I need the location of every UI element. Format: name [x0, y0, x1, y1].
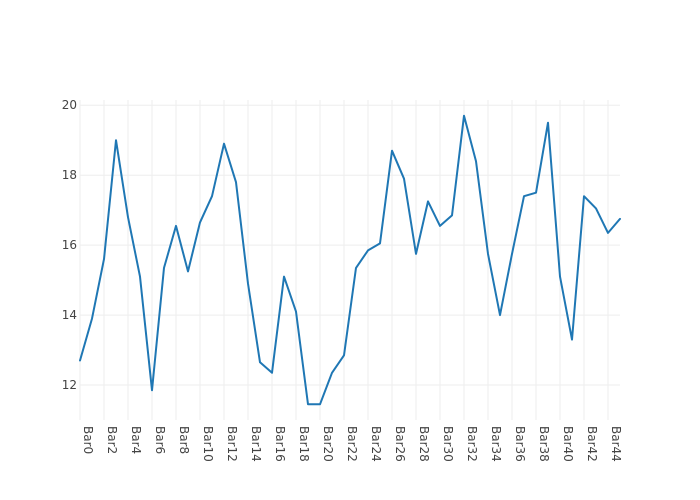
- x-tick-label: Bar30: [441, 426, 455, 462]
- x-tick-label: Bar44: [609, 426, 623, 462]
- x-tick-label: Bar40: [561, 426, 575, 462]
- x-tick-label: Bar32: [465, 426, 479, 462]
- y-tick-label: 20: [62, 98, 77, 112]
- x-tick-label: Bar36: [513, 426, 527, 462]
- x-tick-label: Bar18: [297, 426, 311, 462]
- x-tick-label: Bar20: [321, 426, 335, 462]
- x-tick-label: Bar42: [585, 426, 599, 462]
- y-tick-label: 12: [62, 378, 77, 392]
- y-grid: [80, 104, 620, 386]
- x-tick-label: Bar2: [105, 426, 119, 454]
- x-grid: [79, 100, 609, 420]
- x-tick-label: Bar34: [489, 426, 503, 462]
- y-tick-label: 14: [62, 308, 77, 322]
- x-tick-label: Bar14: [249, 426, 263, 462]
- x-tick-label: Bar16: [273, 426, 287, 462]
- x-tick-label: Bar28: [417, 426, 431, 462]
- y-tick-label: 18: [62, 168, 77, 182]
- y-tick-label: 16: [62, 238, 77, 252]
- x-tick-label: Bar10: [201, 426, 215, 462]
- x-tick-label: Bar6: [153, 426, 167, 454]
- series-layer: [79, 114, 621, 406]
- y-axis: 12 14 16 18 20: [62, 98, 77, 392]
- x-axis: Bar0 Bar2 Bar4 Bar6 Bar8 Bar10 Bar12 Bar14 Bar16…: [81, 426, 623, 462]
- x-tick-label: Bar0: [81, 426, 95, 454]
- x-tick-label: Bar8: [177, 426, 191, 454]
- x-tick-label: Bar26: [393, 426, 407, 462]
- x-tick-label: Bar12: [225, 426, 239, 462]
- x-tick-label: Bar4: [129, 426, 143, 454]
- x-tick-label: Bar24: [369, 426, 383, 462]
- x-tick-label: Bar22: [345, 426, 359, 462]
- series-line: [79, 114, 621, 406]
- x-tick-label: Bar38: [537, 426, 551, 462]
